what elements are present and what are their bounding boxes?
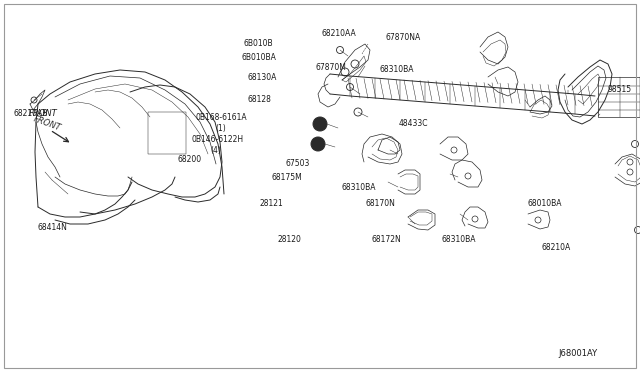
- Circle shape: [311, 137, 325, 151]
- Text: 68210AA: 68210AA: [322, 29, 356, 38]
- Text: 68414N: 68414N: [38, 222, 68, 231]
- Text: 68310BA: 68310BA: [380, 65, 415, 74]
- Text: 6B010BA: 6B010BA: [242, 52, 277, 61]
- Text: B: B: [316, 141, 321, 147]
- Text: 68010BA: 68010BA: [528, 199, 563, 208]
- Text: 68310BA: 68310BA: [442, 235, 477, 244]
- Text: (1): (1): [215, 124, 226, 132]
- Circle shape: [313, 117, 327, 131]
- Text: (4): (4): [210, 147, 221, 155]
- Text: 67870NA: 67870NA: [385, 32, 420, 42]
- Text: 68128: 68128: [248, 96, 272, 105]
- Text: 68170N: 68170N: [365, 199, 395, 208]
- Text: 0B146-6122H: 0B146-6122H: [192, 135, 244, 144]
- Text: 68130A: 68130A: [248, 73, 277, 81]
- Bar: [598, 77, 640, 117]
- Text: FRONT: FRONT: [32, 115, 62, 133]
- Text: 68200: 68200: [178, 155, 202, 164]
- Text: 6B010B: 6B010B: [244, 39, 274, 48]
- Text: 67870M: 67870M: [315, 62, 346, 71]
- Bar: [148, 112, 186, 154]
- Text: 67503: 67503: [285, 160, 309, 169]
- Text: 68310BA: 68310BA: [342, 183, 376, 192]
- Text: 68172N: 68172N: [372, 235, 402, 244]
- Text: FRONT: FRONT: [29, 109, 58, 119]
- Text: 68210A: 68210A: [542, 243, 572, 251]
- Text: J68001AY: J68001AY: [558, 350, 597, 359]
- Text: S: S: [317, 122, 323, 126]
- Text: 28121: 28121: [260, 199, 284, 208]
- Text: 68175M: 68175M: [272, 173, 303, 182]
- Text: 0B168-6161A: 0B168-6161A: [195, 112, 246, 122]
- Text: 48433C: 48433C: [399, 119, 429, 128]
- Text: 68210AB: 68210AB: [14, 109, 49, 119]
- Text: 28120: 28120: [278, 235, 302, 244]
- Text: 98515: 98515: [608, 86, 632, 94]
